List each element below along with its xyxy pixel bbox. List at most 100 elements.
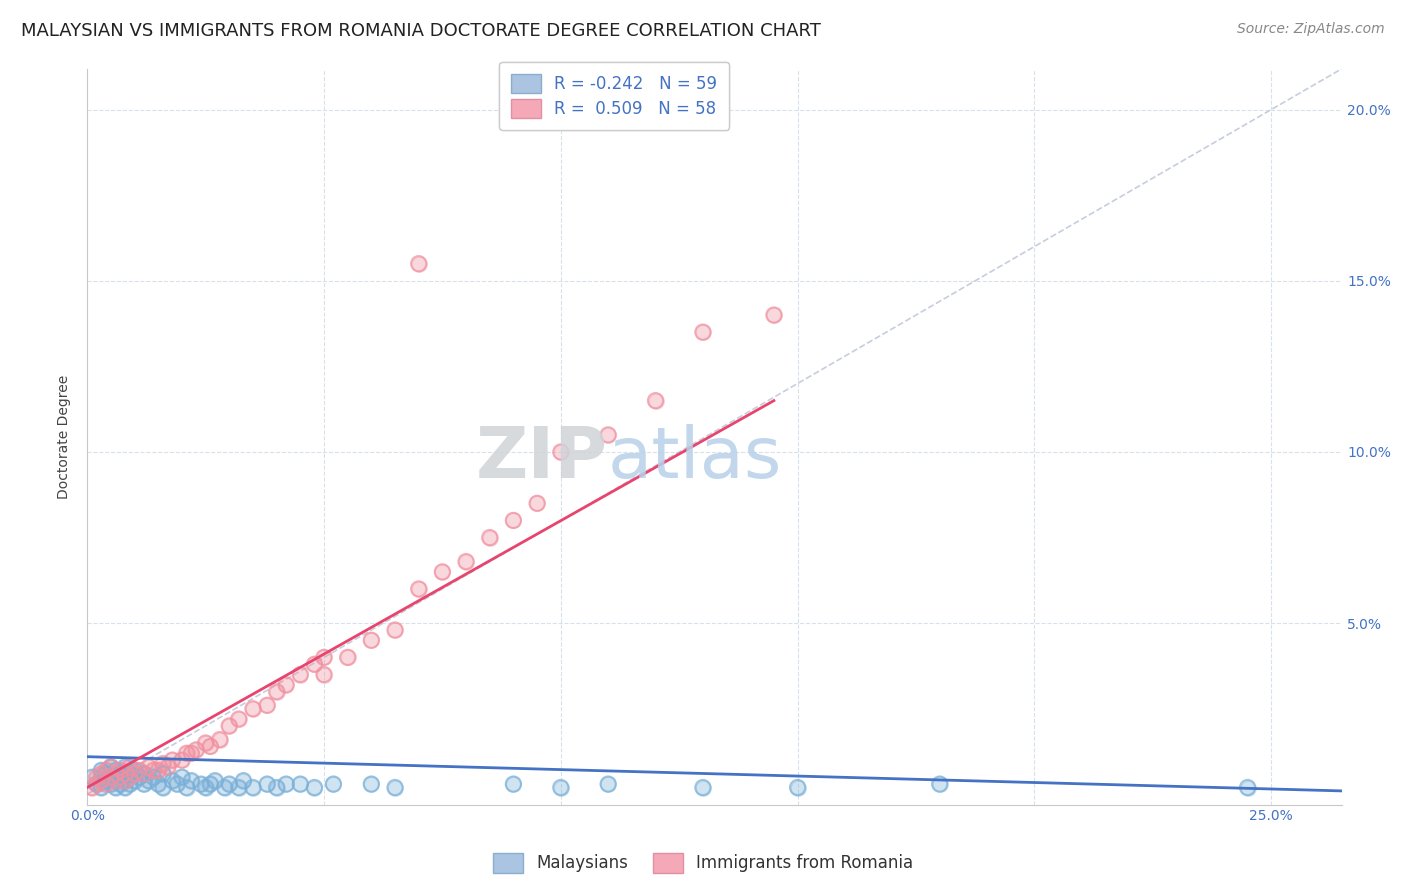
Point [190,777,212,791]
Point [200,739,222,754]
Point [190,777,212,791]
Point [214,780,236,795]
Point [208,732,231,747]
Point [218,777,240,791]
Point [110,777,132,791]
Point [148,777,170,791]
Point [132,777,155,791]
Point [266,780,288,795]
Point [114,760,136,774]
Point [124,766,146,780]
Point [100,770,122,784]
Point [290,667,312,681]
Point [118,770,141,784]
Point [550,780,572,795]
Point [90,780,112,795]
Point [692,325,714,339]
Point [194,780,217,795]
Point [176,780,198,795]
Point [124,766,146,780]
Point [322,777,344,791]
Point [90,766,112,780]
Point [138,760,160,774]
Point [124,773,146,788]
Point [256,777,278,791]
Point [194,736,217,750]
Point [170,770,193,784]
Point [114,773,136,788]
Point [194,780,217,795]
Point [100,770,122,784]
Point [256,698,278,713]
Point [110,766,132,780]
Point [170,753,193,767]
Point [928,777,950,791]
Point [110,770,132,784]
Point [162,773,184,788]
Point [132,766,155,780]
Point [114,766,136,780]
Point [598,777,620,791]
Point [114,780,136,795]
Point [142,770,165,784]
Point [256,777,278,791]
Point [138,773,160,788]
Point [104,766,127,780]
Point [692,780,714,795]
Point [312,650,335,665]
Point [194,736,217,750]
Point [114,773,136,788]
Point [94,766,117,780]
Point [312,667,335,681]
Point [86,770,108,784]
Point [100,760,122,774]
Point [408,257,430,271]
Text: Source: ZipAtlas.com: Source: ZipAtlas.com [1237,22,1385,37]
Point [384,623,406,637]
Point [80,780,103,795]
Point [128,770,150,784]
Point [200,739,222,754]
Point [304,657,326,672]
Point [94,773,117,788]
Point [142,770,165,784]
Point [128,770,150,784]
Point [786,780,808,795]
Point [152,766,174,780]
Point [360,633,382,648]
Point [242,780,264,795]
Point [232,773,254,788]
Point [90,764,112,778]
Point [118,770,141,784]
Point [90,766,112,780]
Point [90,780,112,795]
Point [148,764,170,778]
Point [110,764,132,778]
Point [762,308,785,322]
Point [336,650,359,665]
Point [502,513,524,527]
Point [502,777,524,791]
Point [502,513,524,527]
Point [94,777,117,791]
Point [142,764,165,778]
Point [526,496,548,510]
Point [218,719,240,733]
Point [274,678,297,692]
Point [162,753,184,767]
Point [104,780,127,795]
Point [274,777,297,791]
Point [152,756,174,771]
Point [228,712,250,726]
Point [598,428,620,442]
Point [550,780,572,795]
Point [118,766,141,780]
Point [384,623,406,637]
Point [90,773,112,788]
Point [384,780,406,795]
Point [526,496,548,510]
Point [242,702,264,716]
Point [128,764,150,778]
Point [114,780,136,795]
Point [692,325,714,339]
